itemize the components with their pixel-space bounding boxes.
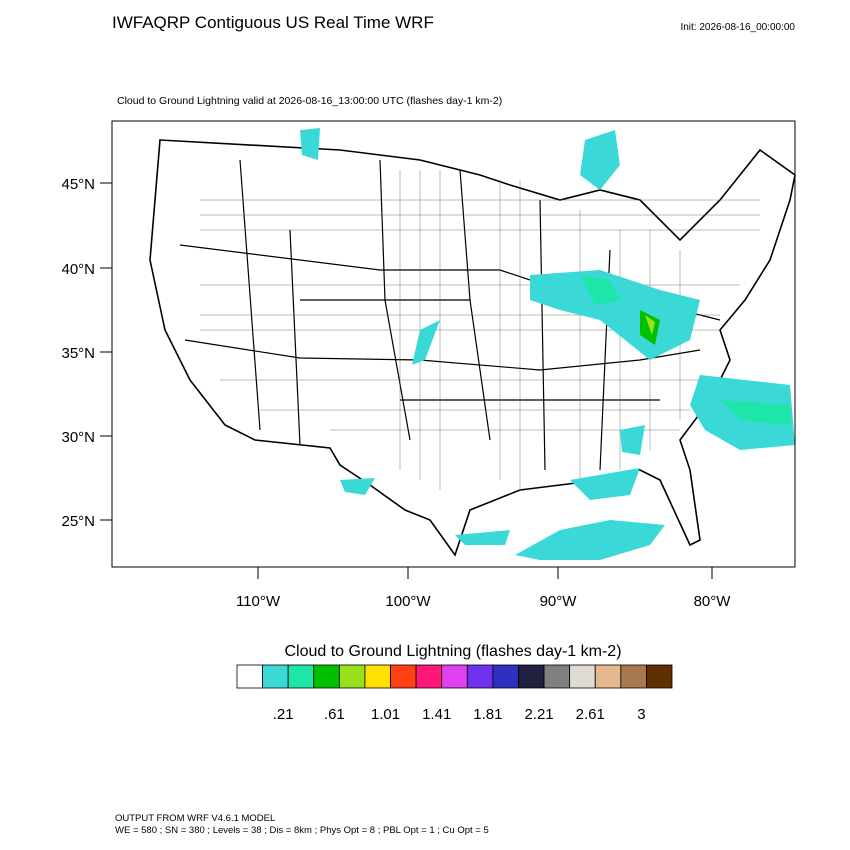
colorbar-swatch — [646, 664, 673, 689]
colorbar-swatch — [313, 664, 340, 689]
lightning-area — [580, 275, 620, 305]
colorbar-swatch — [543, 664, 571, 689]
lightning-area — [300, 128, 320, 160]
colorbar-swatch — [569, 664, 596, 689]
lon-label: 80°W — [694, 593, 732, 610]
lightning-area — [645, 315, 655, 335]
lightning-field — [300, 128, 795, 560]
colorbar-swatch — [338, 664, 366, 689]
colorbar-label: 2.61 — [576, 706, 605, 723]
title: IWFAQRP Contiguous US Real Time WRF — [112, 13, 434, 32]
colorbar-swatch — [287, 664, 315, 689]
lightning-area — [620, 425, 645, 455]
colorbar-swatch — [441, 664, 468, 689]
footer-line: OUTPUT FROM WRF V4.6.1 MODEL — [115, 813, 275, 824]
colorbar-label: 1.01 — [371, 706, 400, 723]
lon-label: 100°W — [385, 593, 431, 610]
colorbar-label: 1.41 — [422, 706, 451, 723]
map — [111, 120, 796, 568]
subtitle: Cloud to Ground Lightning valid at 2026-… — [117, 95, 502, 107]
init-time: Init: 2026-08-16_00:00:00 — [680, 22, 795, 33]
colorbar-swatch — [466, 664, 494, 689]
lat-label: 35°N — [61, 345, 95, 362]
lightning-area — [340, 478, 375, 495]
footer-line: WE = 580 ; SN = 380 ; Levels = 38 ; Dis … — [115, 825, 489, 836]
lightning-area — [580, 130, 620, 190]
colorbar-label: .21 — [273, 706, 294, 723]
map-frame — [111, 120, 796, 568]
colorbar-swatch — [518, 664, 545, 689]
colorbar-label: .61 — [324, 706, 345, 723]
colorbar-swatch — [415, 664, 443, 689]
colorbar-label: 2.21 — [524, 706, 553, 723]
lat-label: 40°N — [61, 261, 95, 278]
lightning-area — [515, 520, 665, 560]
colorbar-swatch — [492, 664, 519, 689]
colorbar-label: 3 — [637, 706, 645, 723]
lon-label: 110°W — [236, 593, 281, 610]
colorbar-title: Cloud to Ground Lightning (flashes day-1… — [284, 643, 621, 660]
colorbar-label: 1.81 — [473, 706, 502, 723]
colorbar-swatch — [262, 664, 289, 689]
lightning-area — [455, 530, 510, 545]
lat-label: 25°N — [61, 513, 95, 530]
lat-label: 30°N — [61, 429, 95, 446]
lightning-area — [570, 468, 640, 500]
lightning-area — [412, 320, 440, 365]
colorbar-swatch — [236, 664, 263, 689]
lon-label: 90°W — [540, 593, 578, 610]
colorbar-swatch — [390, 664, 417, 689]
lightning-area — [530, 270, 700, 360]
colorbar-swatch — [620, 664, 647, 689]
lat-label: 45°N — [61, 176, 95, 193]
colorbar-swatch — [594, 664, 622, 689]
colorbar-swatch — [364, 664, 391, 689]
lightning-area — [720, 400, 790, 425]
